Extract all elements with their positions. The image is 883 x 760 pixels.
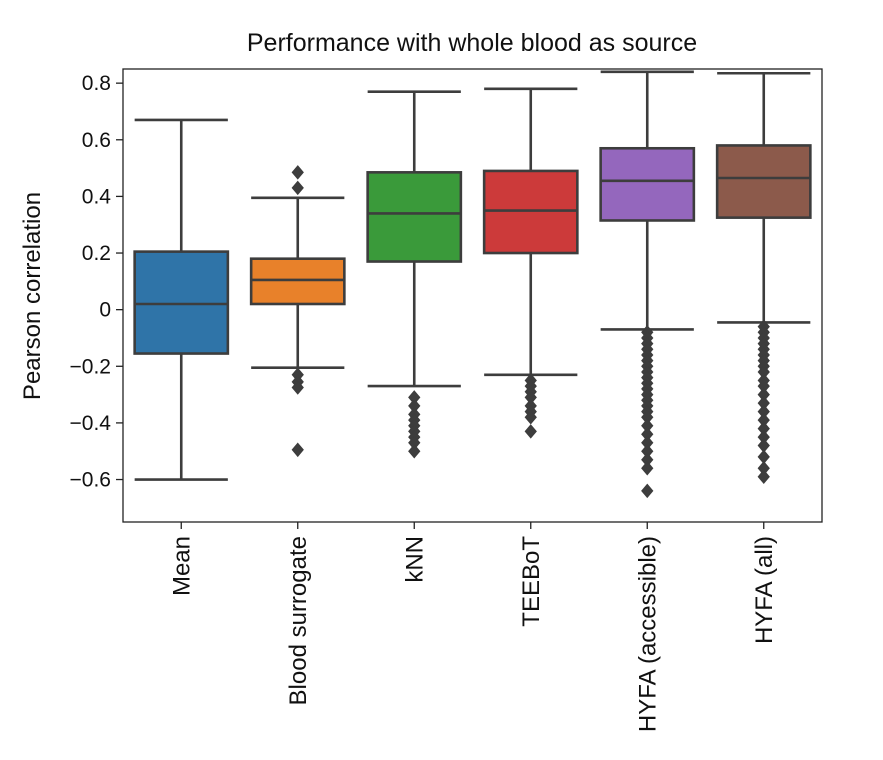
outlier-point [524,424,537,439]
box-group [133,118,230,481]
iqr-box [599,146,696,222]
y-tick-label: −0.2 [70,355,111,378]
outlier-point [408,443,421,459]
outlier-point [524,409,537,425]
x-tick-label: TEEBoT [518,536,545,627]
box-group [366,90,463,459]
iqr-box [715,144,812,219]
y-tick-label: 0.4 [82,185,112,208]
x-tick-label: Blood surrogate [285,536,312,705]
outlier-point [757,469,770,484]
y-tick-label: −0.6 [70,469,111,492]
plot-frame [122,68,823,523]
y-tick-label: 0 [99,299,111,322]
box-group [249,165,346,458]
box-group [599,70,696,499]
plot-area: 0.8 0.6 0.4 0.2 0 −0.2 −0.4 −0.6 Mean Blood surro… [70,68,823,732]
iqr-box [133,250,230,355]
y-tick-label: 0.2 [82,242,111,265]
outlier-point [641,460,654,476]
box-group [715,71,812,484]
x-tick-label: Mean [168,536,195,596]
outlier-point [291,165,304,180]
x-tick-label: HYFA (accessible) [634,536,661,732]
chart-title: Performance with whole blood as source [247,29,697,57]
y-axis-label: Pearson correlation [19,192,46,400]
outlier-point [291,380,304,395]
outlier-point [641,483,654,499]
outlier-point [291,180,304,196]
x-tick-label: kNN [401,536,428,583]
iqr-box [249,257,346,306]
box-group [482,87,579,439]
x-tick-label: HYFA (all) [751,536,778,644]
outlier-point [291,442,304,458]
y-tick-label: 0.6 [82,129,111,152]
y-tick-label: 0.8 [82,72,111,95]
y-tick-label: −0.4 [70,412,112,435]
iqr-box [366,171,463,263]
iqr-box [482,169,579,255]
